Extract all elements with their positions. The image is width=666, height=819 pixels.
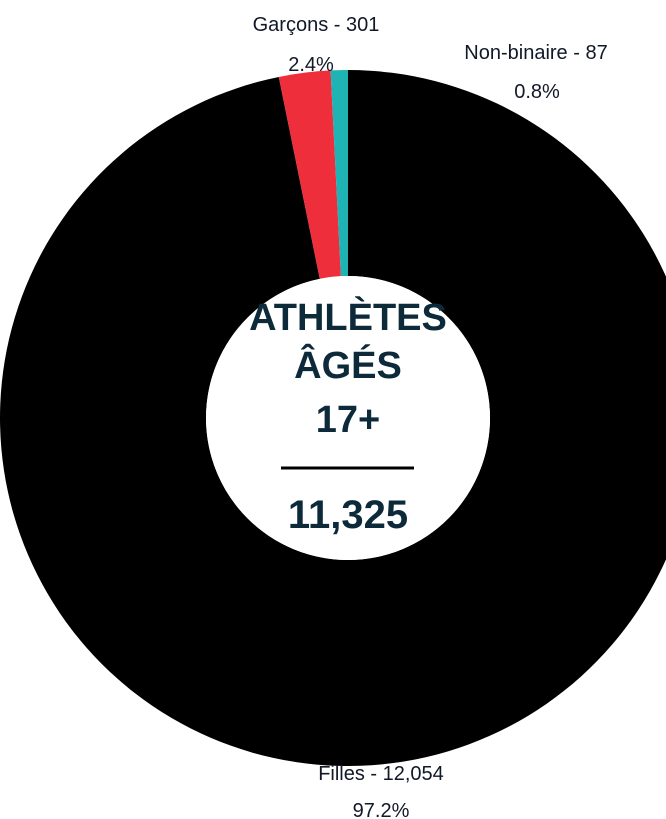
slice-percent-garcons: 2.4% <box>288 54 334 76</box>
center-total-value: 11,325 <box>288 493 408 537</box>
slice-percent-filles: 97.2% <box>353 800 410 819</box>
donut-slices <box>0 70 666 766</box>
slice-label-filles: Filles - 12,054 <box>318 763 444 785</box>
donut-hole <box>206 276 490 560</box>
center-title-line-1: ATHLÈTES <box>249 295 447 339</box>
slice-label-garcons: Garçons - 301 <box>253 14 380 36</box>
slice-labels: Garçons - 301 2.4% Non-binaire - 87 0.8%… <box>253 14 608 819</box>
center-title-line-2: ÂGÉS <box>294 343 402 387</box>
center-title-line-3: 17+ <box>316 399 380 441</box>
slice-label-non-binaire: Non-binaire - 87 <box>464 42 607 64</box>
slice-filles <box>0 70 666 766</box>
slice-percent-non-binaire: 0.8% <box>514 81 560 103</box>
slice-non-binaire <box>330 70 348 277</box>
slice-garcons <box>278 70 341 279</box>
